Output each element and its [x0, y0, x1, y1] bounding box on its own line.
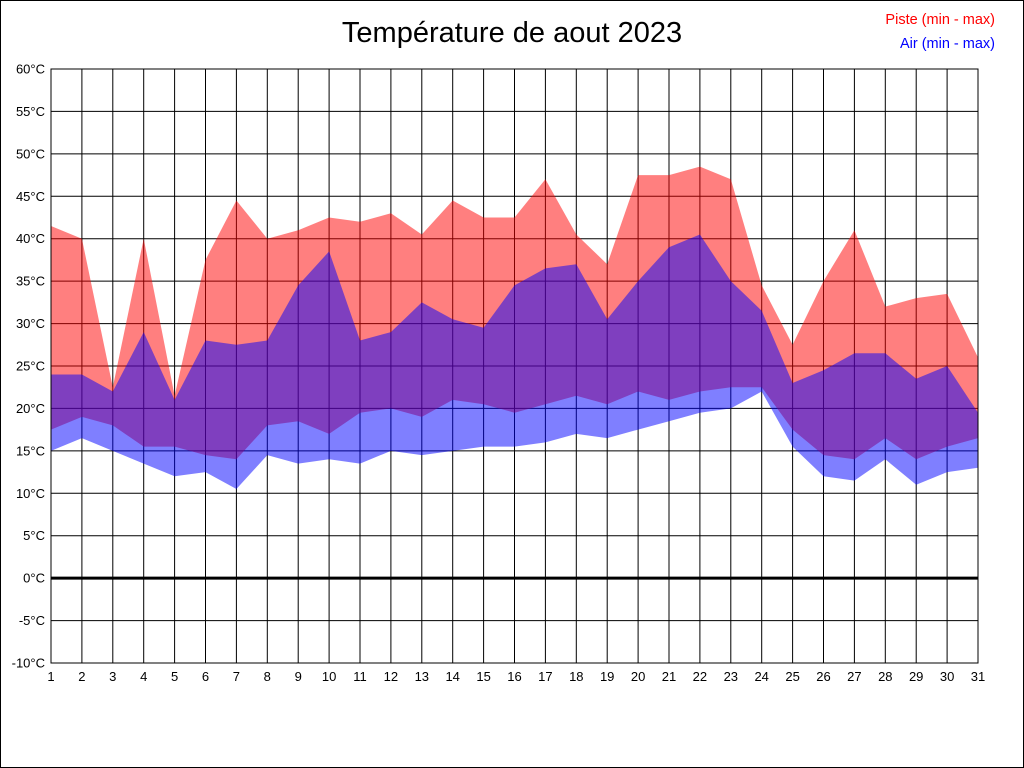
- x-tick-label: 27: [847, 669, 861, 684]
- x-tick-label: 28: [878, 669, 892, 684]
- x-tick-label: 11: [353, 669, 367, 684]
- plot-border: [50, 68, 979, 664]
- y-tick-label: 20°C: [16, 401, 45, 416]
- legend-air-label: Air (min - max): [899, 35, 995, 52]
- y-tick-label: 10°C: [16, 486, 45, 501]
- x-tick-label: 29: [909, 669, 923, 684]
- x-tick-label: 4: [140, 669, 147, 684]
- y-tick-label: -5°C: [19, 613, 45, 628]
- x-tick-label: 22: [693, 669, 707, 684]
- y-tick-label: 15°C: [16, 443, 45, 458]
- x-tick-label: 21: [662, 669, 676, 684]
- x-tick-label: 2: [78, 669, 85, 684]
- x-tick-label: 10: [322, 669, 336, 684]
- chart-title: Température de aout 2023: [341, 17, 683, 49]
- x-tick-label: 9: [295, 669, 302, 684]
- x-tick-label: 15: [476, 669, 490, 684]
- y-tick-label: -10°C: [12, 656, 45, 671]
- y-tick-label: 0°C: [23, 571, 45, 586]
- x-tick-label: 26: [816, 669, 830, 684]
- x-tick-label: 30: [940, 669, 954, 684]
- chart-legend: Piste (min - max) Air (min - max): [885, 9, 995, 57]
- x-tick-label: 25: [785, 669, 799, 684]
- y-tick-label: 45°C: [16, 189, 45, 204]
- x-tick-label: 31: [971, 669, 985, 684]
- x-tick-label: 8: [264, 669, 271, 684]
- air-minmax-band: [51, 234, 978, 489]
- x-tick-label: 1: [47, 669, 54, 684]
- y-tick-label: 60°C: [16, 62, 45, 77]
- x-tick-label: 5: [171, 669, 178, 684]
- y-tick-label: 40°C: [16, 231, 45, 246]
- y-tick-label: 55°C: [16, 104, 45, 119]
- x-tick-label: 23: [724, 669, 738, 684]
- x-tick-label: 14: [445, 669, 459, 684]
- y-tick-label: 30°C: [16, 316, 45, 331]
- x-tick-label: 19: [600, 669, 614, 684]
- y-tick-label: 25°C: [16, 359, 45, 374]
- x-tick-label: 12: [384, 669, 398, 684]
- x-tick-label: 3: [109, 669, 116, 684]
- x-tick-label: 13: [415, 669, 429, 684]
- y-tick-label: 35°C: [16, 274, 45, 289]
- y-tick-label: 50°C: [16, 146, 45, 161]
- y-tick-label: 5°C: [23, 528, 45, 543]
- x-tick-label: 24: [754, 669, 768, 684]
- x-tick-label: 18: [569, 669, 583, 684]
- x-tick-label: 7: [233, 669, 240, 684]
- x-tick-label: 16: [507, 669, 521, 684]
- legend-piste-label: Piste (min - max): [885, 12, 995, 28]
- x-tick-label: 6: [202, 669, 209, 684]
- x-tick-label: 17: [538, 669, 552, 684]
- x-tick-label: 20: [631, 669, 645, 684]
